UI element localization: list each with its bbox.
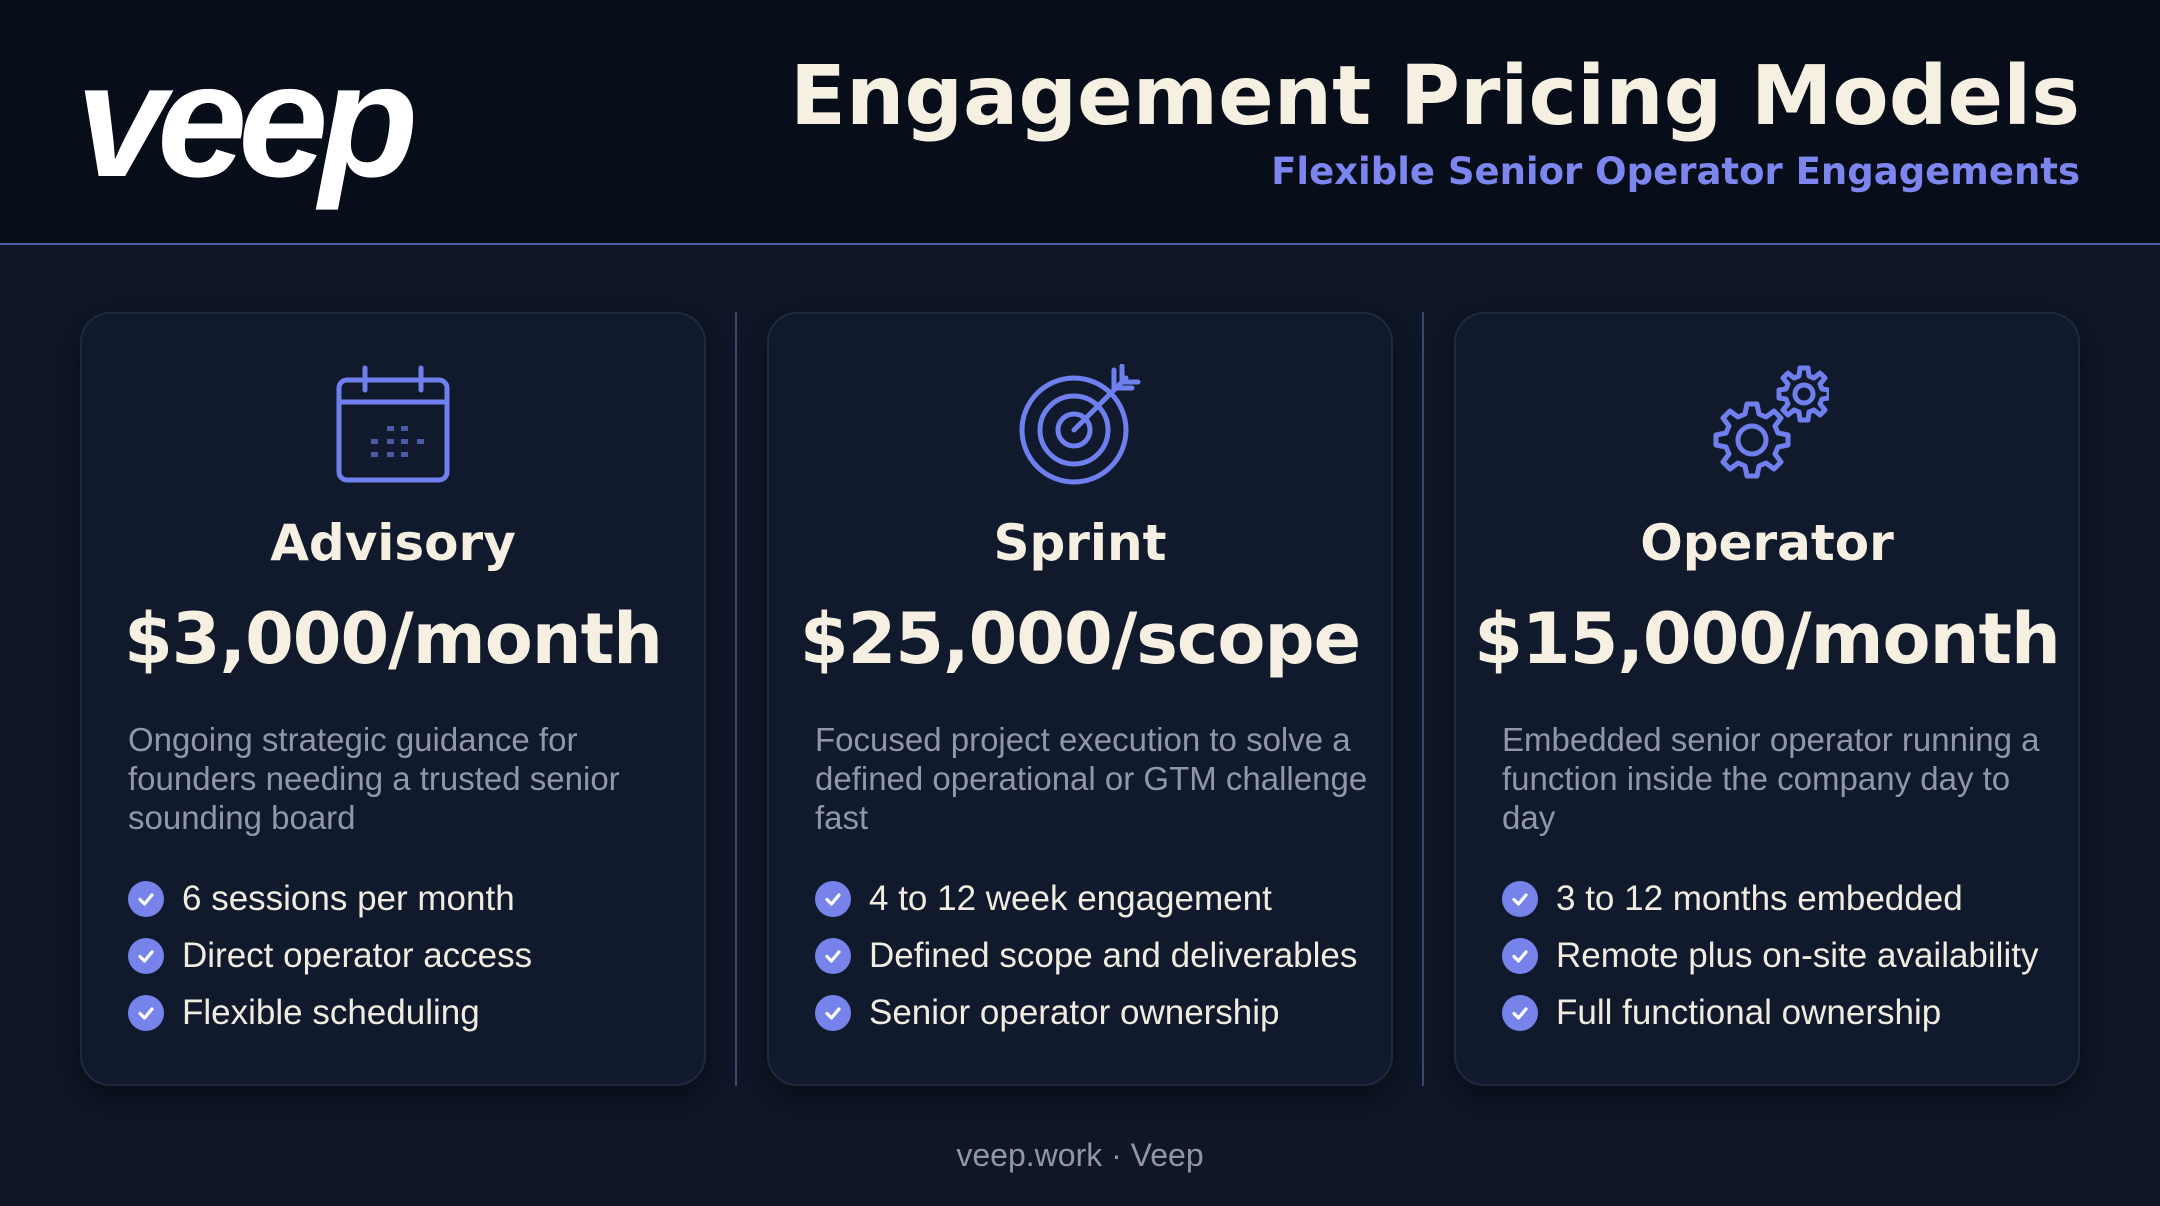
- card-divider: [1422, 312, 1424, 1086]
- feature-label: 4 to 12 week engagement: [869, 878, 1272, 918]
- feature-label: Flexible scheduling: [182, 992, 480, 1032]
- feature-item: Defined scope and deliverables: [815, 927, 1357, 984]
- footer: veep.work · Veep: [956, 1137, 1204, 1173]
- feature-list: 6 sessions per month Direct operator acc…: [128, 870, 532, 1041]
- check-icon: [128, 937, 164, 974]
- feature-label: Remote plus on-site availability: [1556, 935, 2039, 975]
- card-price: $3,000/month: [124, 598, 663, 680]
- card-price: $15,000/month: [1474, 598, 2061, 680]
- feature-label: Defined scope and deliverables: [869, 935, 1358, 975]
- header: veep Engagement Pricing Models Flexible …: [0, 0, 2160, 245]
- page-title: Engagement Pricing Models: [789, 49, 2080, 144]
- card-divider: [735, 312, 737, 1086]
- feature-item: Full functional ownership: [1502, 984, 2038, 1041]
- feature-item: 6 sessions per month: [128, 870, 532, 927]
- feature-item: Direct operator access: [128, 927, 532, 984]
- check-icon: [815, 880, 851, 917]
- card-description: Ongoing strategic guidance for founders …: [128, 721, 620, 836]
- card-title: Sprint: [993, 514, 1167, 572]
- pricing-cards: Advisory $3,000/month Ongoing strategic …: [80, 312, 2080, 1086]
- feature-list: 3 to 12 months embedded Remote plus on-s…: [1502, 870, 2038, 1041]
- page-subtitle: Flexible Senior Operator Engagements: [1271, 150, 2080, 194]
- card-price: $25,000/scope: [799, 598, 1361, 680]
- feature-label: Direct operator access: [182, 935, 533, 975]
- card-description: Focused project execution to solve a def…: [815, 721, 1368, 836]
- card-title: Operator: [1640, 514, 1894, 572]
- target-icon: [1019, 364, 1141, 485]
- feature-label: Full functional ownership: [1556, 992, 1942, 1032]
- check-icon: [128, 994, 164, 1031]
- check-icon: [1502, 937, 1538, 974]
- feature-item: Remote plus on-site availability: [1502, 927, 2038, 984]
- feature-label: Senior operator ownership: [869, 992, 1280, 1032]
- feature-item: 3 to 12 months embedded: [1502, 870, 2038, 927]
- feature-item: Senior operator ownership: [815, 984, 1357, 1041]
- feature-item: 4 to 12 week engagement: [815, 870, 1357, 927]
- check-icon: [1502, 994, 1538, 1031]
- feature-label: 3 to 12 months embedded: [1556, 878, 1963, 918]
- card-description: Embedded senior operator running a funct…: [1502, 721, 2040, 836]
- check-icon: [815, 994, 851, 1031]
- check-icon: [128, 880, 164, 917]
- gears-icon: [1713, 365, 1829, 479]
- feature-label: 6 sessions per month: [182, 878, 515, 918]
- feature-item: Flexible scheduling: [128, 984, 532, 1041]
- veep-logo: veep: [76, 30, 418, 211]
- pricing-card-sprint: Sprint $25,000/scope Focused project exe…: [767, 312, 1393, 1086]
- pricing-card-advisory: Advisory $3,000/month Ongoing strategic …: [80, 312, 706, 1086]
- check-icon: [815, 937, 851, 974]
- card-title: Advisory: [270, 514, 516, 572]
- title-block: Engagement Pricing Models Flexible Senio…: [789, 49, 2080, 194]
- feature-list: 4 to 12 week engagement Defined scope an…: [815, 870, 1357, 1041]
- check-icon: [1502, 880, 1538, 917]
- pricing-card-operator: Operator $15,000/month Embedded senior o…: [1454, 312, 2080, 1086]
- calendar-icon: [336, 365, 450, 483]
